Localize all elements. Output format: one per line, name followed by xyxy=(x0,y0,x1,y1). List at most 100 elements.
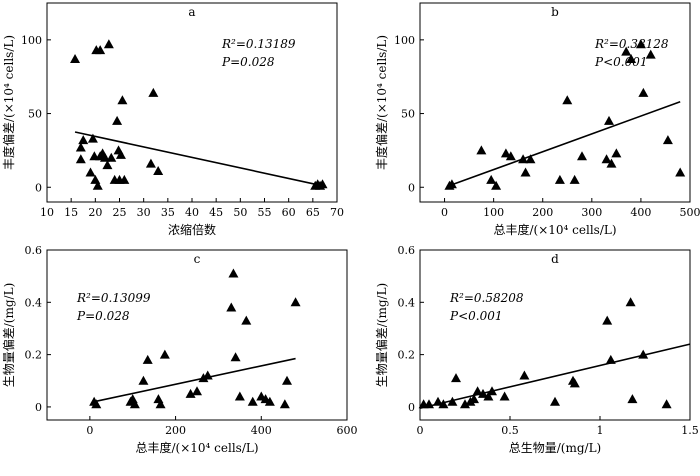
data-point xyxy=(91,399,102,409)
x-tick-label: 0 xyxy=(441,206,448,219)
plot-frame xyxy=(46,249,348,421)
data-point xyxy=(424,399,434,409)
y-axis-label: 丰度偏差/(×10⁴ cells/L) xyxy=(374,35,389,170)
p-value-annotation: P=0.028 xyxy=(221,55,275,69)
data-point xyxy=(290,297,301,307)
data-point xyxy=(106,152,117,162)
data-point xyxy=(153,394,164,404)
data-point xyxy=(645,49,656,59)
data-point xyxy=(518,154,529,164)
data-point xyxy=(460,399,470,409)
x-tick-label: 60 xyxy=(282,206,296,219)
data-point xyxy=(230,352,241,362)
data-point xyxy=(228,268,239,278)
data-point xyxy=(627,394,638,404)
y-tick-label: 0.6 xyxy=(25,244,43,257)
x-tick-label: 600 xyxy=(337,424,358,437)
data-point xyxy=(626,54,637,64)
data-point xyxy=(247,396,258,406)
data-point xyxy=(577,151,587,161)
data-point xyxy=(675,167,686,177)
panel-c: 0 200 400 600 0 0.2 0.4 0.6 c R²=0.13099 P=0.028 总丰… xyxy=(1,244,358,455)
data-point xyxy=(451,373,461,383)
data-point xyxy=(638,349,649,359)
panel-label: d xyxy=(551,252,559,266)
data-point xyxy=(661,399,672,409)
data-point xyxy=(604,115,614,125)
data-point xyxy=(75,142,86,152)
y-tick-label: 50 xyxy=(401,108,415,121)
x-tick-label: 50 xyxy=(233,206,247,219)
x-tick-label: 100 xyxy=(483,206,504,219)
x-axis-label: 浓缩倍数 xyxy=(168,222,216,237)
data-point xyxy=(264,396,275,406)
r-squared-annotation: R²=0.58208 xyxy=(449,291,524,305)
fit-line xyxy=(74,131,323,187)
data-point xyxy=(446,179,457,189)
x-tick-label: 20 xyxy=(88,206,102,219)
y-axis-label: 生物量偏差/(mg/L) xyxy=(1,283,16,387)
x-tick-label: 30 xyxy=(137,206,151,219)
data-point xyxy=(91,45,102,55)
data-point xyxy=(638,87,649,97)
data-point xyxy=(611,148,622,158)
r-squared-annotation: R²=0.13189 xyxy=(221,37,296,51)
x-tick-label: 35 xyxy=(161,206,175,219)
data-point xyxy=(505,151,516,161)
data-point xyxy=(476,145,487,155)
data-point xyxy=(282,375,292,385)
data-point xyxy=(602,315,613,325)
y-tick-label: 0 xyxy=(35,181,42,194)
data-point xyxy=(601,154,612,164)
data-point xyxy=(569,174,580,184)
data-point xyxy=(241,315,252,325)
data-point xyxy=(155,399,166,409)
x-axis-label: 总丰度/(×10⁴ cells/L) xyxy=(135,440,258,455)
data-point xyxy=(525,154,536,164)
data-point xyxy=(185,388,196,398)
y-tick-label: 0 xyxy=(35,401,42,414)
plot-frame xyxy=(419,249,691,421)
data-point xyxy=(662,135,673,145)
y-tick-label: 0.2 xyxy=(25,349,43,362)
y-tick-label: 0.2 xyxy=(398,349,416,362)
data-point xyxy=(472,386,483,396)
p-value-annotation: P<0.001 xyxy=(449,309,502,323)
x-tick-label: 300 xyxy=(581,206,602,219)
data-point xyxy=(142,354,153,364)
data-point xyxy=(192,386,202,396)
data-point xyxy=(520,167,531,177)
y-tick-label: 50 xyxy=(28,108,42,121)
data-point xyxy=(85,167,96,177)
data-point xyxy=(148,87,159,97)
x-tick-label: 200 xyxy=(165,424,186,437)
data-point xyxy=(117,95,128,105)
data-point xyxy=(119,174,130,184)
data-point xyxy=(491,180,502,190)
y-tick-label: 100 xyxy=(21,34,42,47)
data-point xyxy=(112,115,123,125)
p-value-annotation: P<0.001 xyxy=(594,55,647,69)
x-tick-label: 25 xyxy=(113,206,127,219)
data-point xyxy=(103,39,114,49)
x-tick-label: 70 xyxy=(330,206,344,219)
panel-d: 0 0.5 1 1.5 0 0.2 0.4 0.6 d R²=0.58208 P<0.001 总生物量… xyxy=(374,244,699,455)
data-point xyxy=(554,174,565,184)
y-tick-label: 100 xyxy=(394,34,415,47)
data-point xyxy=(159,349,170,359)
x-tick-label: 500 xyxy=(680,206,700,219)
y-axis-label: 丰度偏差/(×10⁴ cells/L) xyxy=(1,35,16,170)
y-tick-label: 0.4 xyxy=(398,296,416,309)
data-point xyxy=(226,302,237,312)
data-point xyxy=(500,148,511,158)
x-tick-label: 40 xyxy=(185,206,199,219)
data-point xyxy=(198,373,209,383)
data-point xyxy=(605,354,616,364)
data-point xyxy=(70,54,81,64)
data-point xyxy=(606,158,617,168)
data-point xyxy=(519,370,530,380)
fit-line xyxy=(93,357,296,403)
x-tick-label: 200 xyxy=(532,206,553,219)
y-tick-label: 0.6 xyxy=(398,244,416,257)
